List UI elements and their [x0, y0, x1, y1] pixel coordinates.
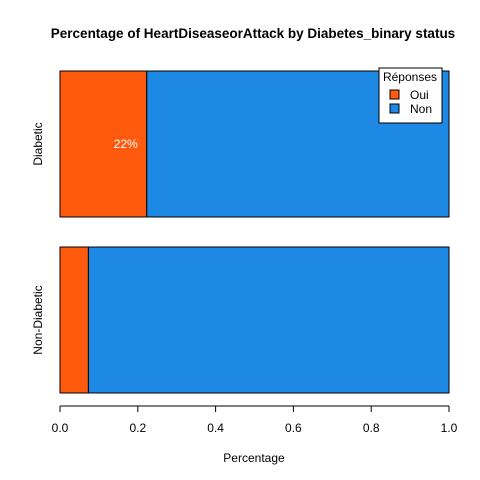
- x-tick-label: 0.0: [52, 421, 69, 435]
- x-tick-label: 1.0: [441, 421, 458, 435]
- category-labels: Diabetic Non-Diabetic: [31, 122, 45, 354]
- category-label: Diabetic: [31, 122, 45, 165]
- x-tick-label: 0.4: [207, 421, 224, 435]
- bar-oui-non-diabetic: [59, 246, 89, 394]
- category-label: Non-Diabetic: [31, 285, 45, 354]
- bar-oui-diabetic: [59, 70, 148, 218]
- bars-group: 22%: [59, 70, 450, 394]
- x-tick-label: 0.8: [363, 421, 380, 435]
- legend-swatch-non: [389, 103, 400, 114]
- bar-non-non-diabetic: [87, 246, 450, 394]
- x-axis-label: Percentage: [223, 451, 285, 465]
- chart-title: Percentage of HeartDiseaseorAttack by Di…: [51, 26, 455, 41]
- x-tick-label: 0.6: [285, 421, 302, 435]
- legend-title: Réponses: [383, 70, 437, 84]
- legend-swatch-oui: [389, 89, 400, 100]
- legend-label-non: Non: [410, 102, 432, 116]
- legend-label-oui: Oui: [410, 88, 429, 102]
- x-tick-label: 0.2: [129, 421, 146, 435]
- bar-data-label: 22%: [114, 137, 138, 151]
- x-axis: 0.0 0.2 0.4 0.6 0.8 1.0: [52, 405, 458, 435]
